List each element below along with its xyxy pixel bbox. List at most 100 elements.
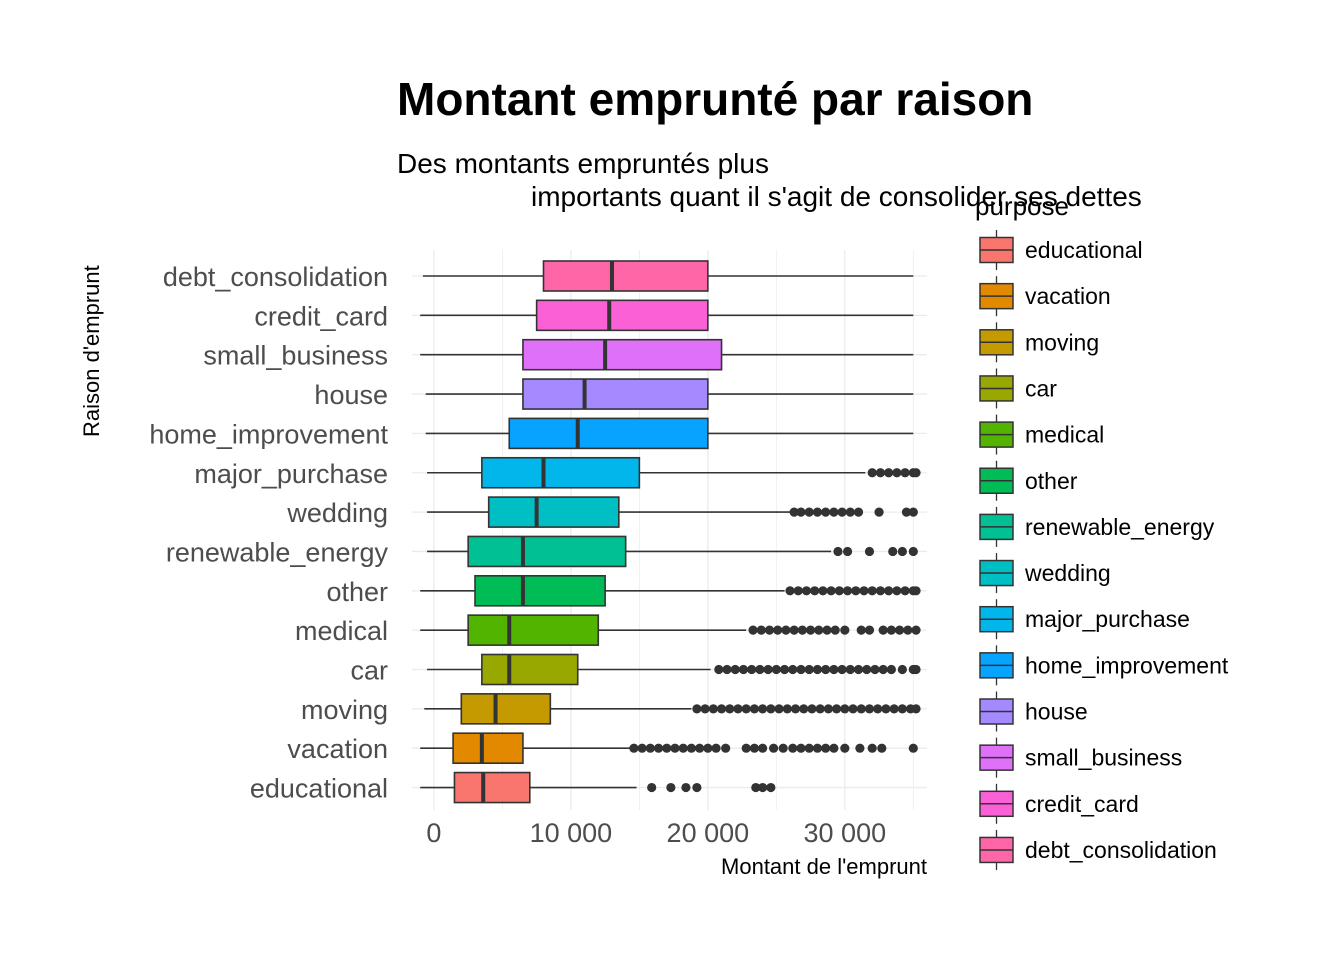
legend-item-vacation: vacation [979,276,1111,317]
chart-subtitle-line-1: Des montants empruntés plus [397,148,769,179]
outlier-point [738,664,749,675]
outlier-point [897,704,907,714]
outlier-point [903,625,913,635]
outlier-point [782,704,792,714]
outlier-point [749,743,760,753]
box-iqr [474,574,606,607]
outlier-point [647,782,657,793]
outlier-point [686,743,697,753]
legend-label: home_improvement [1025,652,1229,678]
outlier-point [766,782,776,793]
box-wedding [427,496,918,528]
y-tick-label: major_purchase [194,459,388,489]
outlier-point [900,586,910,596]
outlier-point [884,586,894,596]
outlier-point [886,664,896,675]
outlier-point [873,704,883,714]
outlier-point [867,743,877,753]
legend-item-home_improvement: home_improvement [979,645,1229,686]
outlier-point [901,507,912,517]
outlier-point [845,664,855,675]
outlier-point [666,782,676,793]
x-axis-title: Montant de l'emprunt [721,854,927,879]
outlier-point [853,507,864,517]
outlier-point [842,546,853,557]
y-tick-label: debt_consolidation [163,262,388,292]
outlier-point [845,507,855,517]
outlier-point [837,507,847,517]
legend-label: vacation [1025,283,1111,309]
outlier-point [862,664,872,675]
outlier-point [875,586,886,596]
outlier-point [748,625,758,635]
outlier-point [855,743,865,753]
legend-label: credit_card [1025,791,1139,817]
legend-label: moving [1025,329,1099,355]
outlier-point [812,507,823,517]
outlier-point [829,743,839,753]
y-tick-label: credit_card [254,301,388,331]
outlier-point [864,546,875,557]
outlier-point [725,704,735,714]
outlier-point [785,586,795,596]
box-iqr [522,338,723,371]
outlier-point [911,468,921,478]
box-iqr [481,653,579,686]
outlier-point [822,625,832,635]
legend-label: other [1025,468,1078,494]
box-major_purchase [427,456,921,489]
legend-label: debt_consolidation [1025,837,1217,863]
outlier-point [886,625,896,635]
outlier-point [897,664,907,675]
chart-title: Montant emprunté par raison [397,73,1033,125]
outlier-point [848,704,858,714]
legend-label: house [1025,699,1088,725]
outlier-point [834,586,844,596]
outlier-point [867,586,877,596]
outlier-point [884,468,894,478]
x-tick-label: 10 000 [530,818,613,848]
outlier-point [815,704,825,714]
outlier-point [721,743,731,753]
outlier-point [853,664,864,675]
legend-label: major_purchase [1025,606,1190,632]
legend-item-house: house [979,691,1088,732]
outlier-point [878,664,888,675]
legend-item-wedding: wedding [979,553,1111,594]
outlier-point [790,704,801,714]
legend-item-medical: medical [979,414,1104,455]
outlier-point [653,743,664,753]
legend-label: renewable_energy [1025,514,1215,540]
box-credit_card [420,299,914,332]
outlier-point [908,546,918,557]
outlier-point [804,743,814,753]
box-iqr [467,535,627,568]
y-tick-label: small_business [203,341,388,371]
outlier-point [797,625,807,635]
outlier-point [788,664,798,675]
outlier-point [821,507,831,517]
outlier-point [758,782,768,793]
outlier-point [716,704,727,714]
box-small_business [420,338,914,371]
outlier-point [821,664,831,675]
outlier-point [851,586,861,596]
outlier-point [889,704,899,714]
outlier-point [911,625,921,635]
outlier-point [864,625,875,635]
outlier-point [897,546,907,557]
outlier-point [781,625,791,635]
outlier-point [812,664,823,675]
outlier-point [788,743,798,753]
outlier-point [692,704,702,714]
outlier-point [747,664,757,675]
outlier-point [703,743,713,753]
outlier-point [771,664,781,675]
outlier-point [755,664,765,675]
outlier-point [900,468,910,478]
outlier-point [789,625,799,635]
outlier-point [768,743,779,753]
y-tick-label: other [326,577,388,607]
y-tick-label: renewable_energy [166,537,389,567]
